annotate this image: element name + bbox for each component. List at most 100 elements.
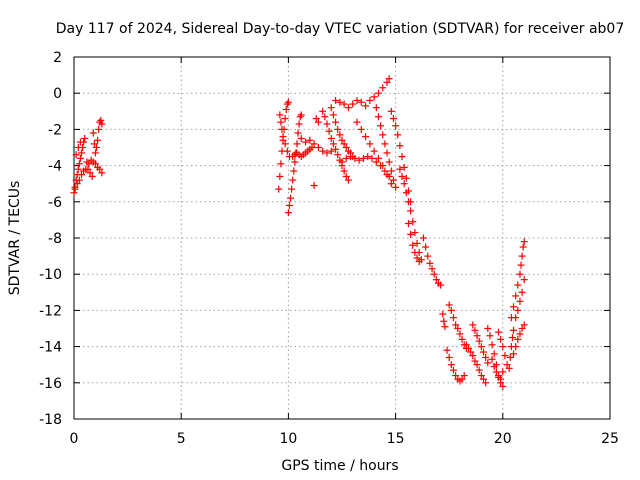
data-point [392, 122, 400, 130]
grid-lines [74, 57, 610, 419]
data-point [362, 133, 370, 141]
data-point [321, 113, 329, 121]
data-point [342, 154, 350, 162]
data-point [340, 167, 348, 175]
data-point [516, 297, 524, 305]
data-point [284, 209, 292, 217]
data-point [281, 140, 289, 148]
data-point [518, 325, 526, 332]
x-tick-label: 0 [70, 431, 79, 447]
data-point [475, 337, 483, 345]
data-point [359, 154, 367, 162]
data-point [81, 134, 89, 142]
data-points [70, 75, 528, 390]
data-point [477, 343, 485, 351]
data-point [458, 375, 466, 383]
data-point [319, 107, 327, 115]
data-point [84, 165, 92, 173]
data-point [97, 116, 105, 124]
data-point [374, 154, 382, 162]
data-point [336, 98, 344, 106]
data-point [332, 96, 340, 104]
data-point [283, 100, 291, 108]
x-tick-label: 10 [279, 431, 297, 447]
data-point [460, 372, 468, 380]
data-point [514, 281, 522, 289]
data-point [512, 314, 520, 322]
data-point [342, 172, 350, 180]
data-point [492, 368, 500, 376]
data-point [471, 357, 479, 365]
data-point [458, 335, 466, 343]
data-point [291, 158, 299, 166]
data-point [93, 144, 101, 151]
data-point [76, 154, 84, 162]
data-point [396, 142, 404, 150]
chart-title: Day 117 of 2024, Sidereal Day-to-day VTE… [56, 21, 625, 37]
data-point [428, 265, 436, 273]
data-point [449, 366, 457, 374]
data-point [372, 158, 380, 166]
data-point [430, 270, 438, 278]
data-point [415, 258, 423, 266]
data-point [520, 238, 528, 246]
data-point [454, 325, 462, 332]
data-point [78, 149, 86, 157]
data-point [338, 158, 346, 166]
data-point [75, 160, 83, 168]
data-point [377, 122, 385, 130]
data-point [488, 355, 496, 363]
data-point [490, 363, 498, 371]
data-point [288, 185, 296, 193]
data-point [517, 261, 525, 269]
data-point [440, 317, 448, 325]
data-point [374, 89, 382, 97]
data-point [480, 375, 488, 383]
data-point [424, 252, 432, 260]
data-point [394, 131, 402, 139]
data-point [370, 93, 378, 101]
data-point [325, 127, 333, 135]
data-point [277, 160, 285, 168]
data-point [456, 330, 464, 338]
data-point [518, 252, 526, 260]
data-point [441, 323, 449, 331]
data-point [329, 140, 337, 148]
data-point [413, 239, 421, 247]
data-point [389, 176, 397, 184]
data-point [407, 207, 415, 215]
data-point [385, 75, 393, 83]
data-point [357, 98, 365, 106]
data-point [514, 306, 522, 314]
data-point [387, 107, 395, 115]
data-point [510, 303, 518, 311]
data-point [411, 229, 419, 237]
data-point [439, 310, 447, 318]
data-point [497, 375, 505, 383]
data-point [310, 140, 318, 148]
data-point [503, 361, 511, 369]
y-tick-label: -14 [39, 340, 62, 356]
data-point [379, 84, 387, 92]
data-point [516, 270, 524, 278]
data-point [74, 144, 82, 151]
data-point [349, 100, 357, 108]
data-point [409, 218, 417, 226]
data-point [398, 153, 406, 161]
data-point [287, 194, 295, 202]
data-point [334, 151, 342, 159]
data-point [85, 160, 93, 168]
data-point [512, 343, 520, 351]
data-point [402, 174, 410, 182]
data-point [497, 335, 505, 343]
data-point [276, 172, 284, 180]
data-point [332, 118, 340, 126]
data-point [452, 321, 460, 329]
data-point [295, 120, 303, 128]
data-point [402, 189, 410, 197]
data-point [366, 140, 374, 148]
data-point [447, 361, 455, 369]
data-point [471, 326, 479, 334]
data-point [364, 153, 372, 161]
